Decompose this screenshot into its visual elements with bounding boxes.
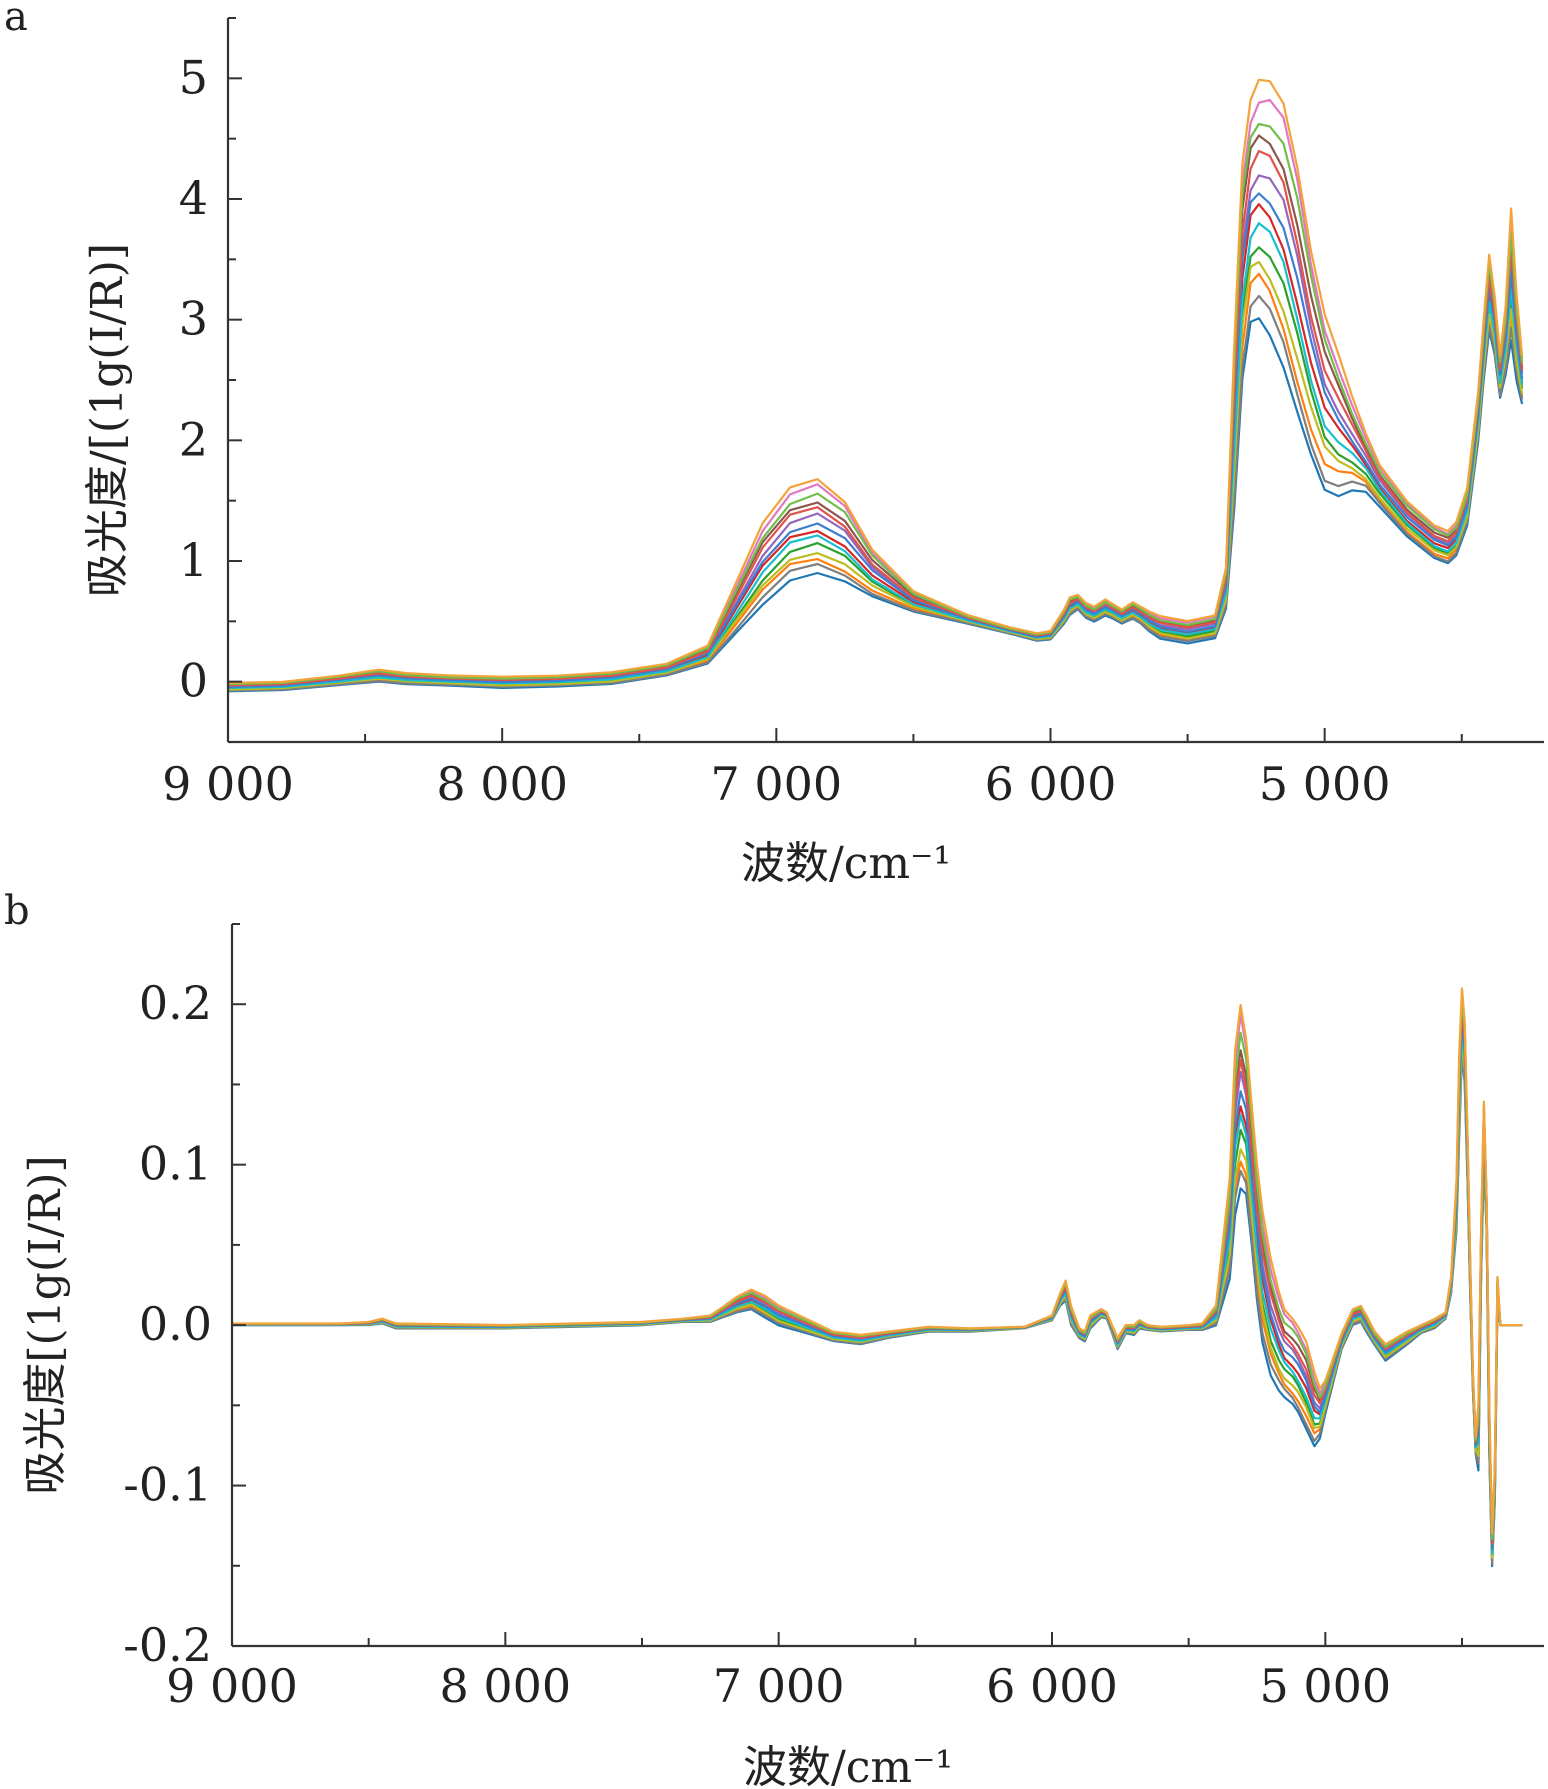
spectrum-line <box>232 1022 1523 1552</box>
spectrum-line <box>232 1010 1523 1548</box>
spectrum-line <box>227 78 1524 684</box>
y-tick-label: -0.2 <box>123 1618 212 1672</box>
x-tick-label: 8 000 <box>436 757 568 811</box>
y-tick-label: 4 <box>179 171 208 225</box>
panel-b-y-axis-title: 吸光度[(1g(I/R)] <box>20 1155 71 1494</box>
y-tick-label: 0 <box>179 654 208 708</box>
spectrum-line <box>227 203 1524 689</box>
spectrum-line <box>227 294 1524 692</box>
x-tick-label: 7 000 <box>710 757 842 811</box>
spectrum-line <box>231 1037 1523 1560</box>
y-tick-label: 0.2 <box>139 976 212 1030</box>
spectrum-line <box>227 272 1524 692</box>
y-tick-label: 3 <box>179 292 208 346</box>
spectrum-line <box>227 134 1524 687</box>
spectrum-line <box>227 317 1524 693</box>
y-tick-label: 1 <box>179 533 208 587</box>
panel-b-axes: 0.2 0.1 0.0 -0.1 -0.29 000 8 000 7 000 6 000 5 0… <box>123 923 1544 1713</box>
y-tick-label: 5 <box>179 50 208 104</box>
x-tick-label: 5 000 <box>1259 1659 1391 1713</box>
spectrum-line <box>232 1003 1523 1542</box>
panel-a-y-axis-title: 吸光度/[(1g(I/R)] <box>82 243 133 597</box>
panel-a-axes: 0 1 2 3 4 5 9 000 8 000 7 000 6 000 5 000 <box>162 17 1544 811</box>
y-tick-label: 0.0 <box>139 1297 212 1351</box>
x-tick-label: 6 000 <box>985 757 1117 811</box>
chart-panel-a: a 0 1 2 3 4 5 9 000 8 000 7 000 6 000 5 000 波数/cm⁻… <box>4 0 1544 889</box>
x-tick-label: 8 000 <box>439 1659 571 1713</box>
spectrum-line <box>232 1051 1523 1568</box>
x-tick-label: 9 000 <box>166 1659 298 1713</box>
panel-a-series-group <box>227 78 1524 693</box>
y-tick-label: 2 <box>179 412 208 466</box>
spectrum-line <box>227 149 1524 687</box>
spectrum-line <box>227 222 1524 689</box>
spectrum-line <box>232 1030 1523 1558</box>
spectrum-line <box>232 1025 1523 1555</box>
panel-b-series-group <box>231 987 1523 1568</box>
spectrum-line <box>227 246 1524 690</box>
panel-a-label: a <box>4 0 28 40</box>
x-tick-label: 7 000 <box>713 1659 845 1713</box>
y-tick-label: -0.1 <box>123 1458 212 1512</box>
spectrum-line <box>232 1045 1523 1565</box>
panel-b-label: b <box>4 888 30 934</box>
chart-panel-b: b 0.2 0.1 0.0 -0.1 -0.29 000 8 000 7 000 6 000 5… <box>4 888 1544 1789</box>
spectrum-line <box>232 987 1523 1535</box>
spectrum-line <box>231 996 1523 1540</box>
x-tick-label: 9 000 <box>162 757 294 811</box>
spectrum-line <box>227 122 1524 686</box>
spectrum-line <box>232 1006 1523 1545</box>
panel-b-x-axis-title: 波数/cm⁻¹ <box>743 1742 953 1789</box>
panel-a-x-axis-title: 波数/cm⁻¹ <box>741 838 951 889</box>
x-tick-label: 6 000 <box>986 1659 1118 1713</box>
x-tick-label: 5 000 <box>1259 757 1391 811</box>
spectrum-line <box>231 1017 1523 1550</box>
spectrum-line <box>227 192 1524 688</box>
spectrum-line <box>232 1041 1523 1562</box>
spectrum-line <box>232 990 1523 1538</box>
y-tick-label: 0.1 <box>139 1137 212 1191</box>
spectrum-line <box>227 260 1524 691</box>
